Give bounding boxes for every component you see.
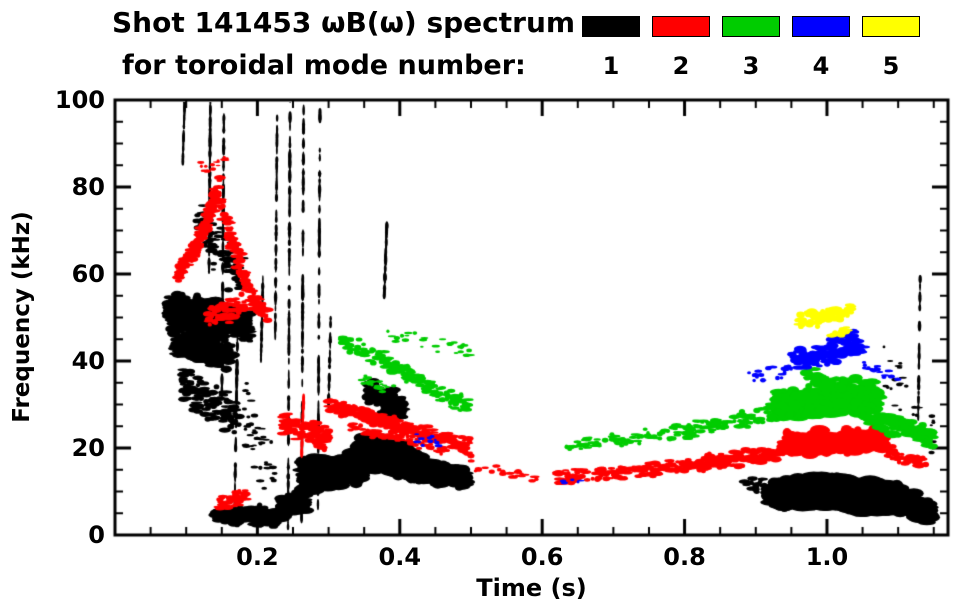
y-tick-label: 20 [71, 434, 105, 462]
y-axis-title: Frequency (kHz) [9, 211, 35, 423]
legend-label-2: 2 [672, 52, 690, 80]
legend-label-3: 3 [742, 52, 760, 80]
y-tick-label: 60 [71, 260, 105, 288]
x-tick-label: 0.6 [520, 543, 564, 571]
x-tick-label: 0.2 [236, 543, 279, 571]
y-tick-label: 100 [54, 86, 105, 114]
legend-label-5: 5 [882, 52, 900, 80]
legend-swatch-5 [862, 16, 920, 37]
legend-label-4: 4 [812, 52, 830, 80]
y-tick-label: 0 [88, 521, 105, 549]
x-tick-label: 0.8 [663, 543, 706, 571]
y-tick-label: 80 [71, 173, 105, 201]
legend-swatch-1 [582, 16, 640, 37]
chart-title: Shot 141453 ωB(ω) spectrum [112, 6, 576, 39]
x-axis-title: Time (s) [476, 574, 587, 602]
legend-swatch-3 [722, 16, 780, 37]
x-tick-label: 0.4 [378, 543, 422, 571]
chart-subtitle: for toroidal mode number: [122, 50, 526, 81]
legend-swatch-4 [792, 16, 850, 37]
legend-label-1: 1 [602, 52, 620, 80]
y-tick-label: 40 [71, 347, 105, 375]
legend-swatch-2 [652, 16, 710, 37]
x-tick-label: 1.0 [805, 543, 849, 571]
